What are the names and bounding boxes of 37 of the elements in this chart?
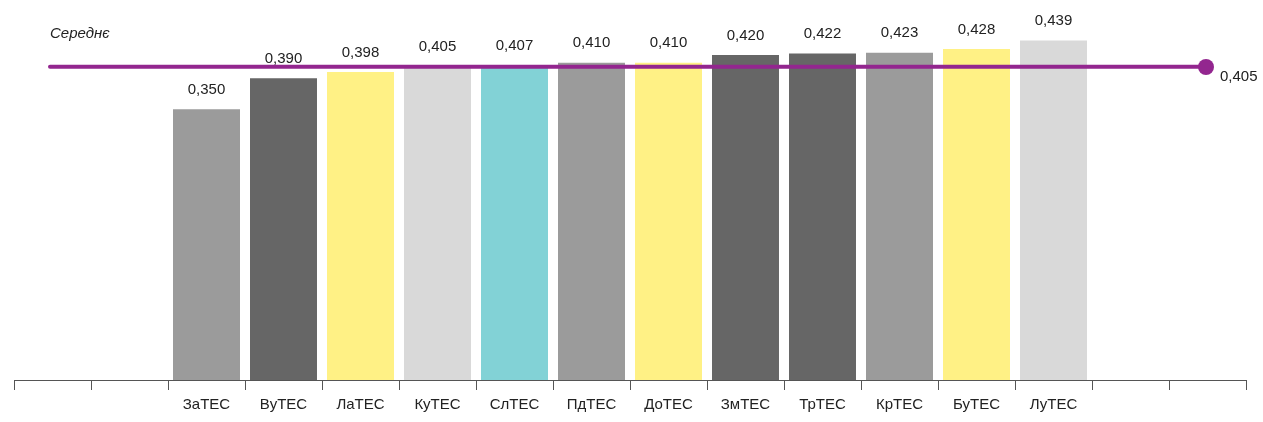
x-tick-label: ЛаТЕС bbox=[336, 395, 385, 413]
bar bbox=[866, 52, 933, 380]
bar bbox=[635, 62, 702, 380]
x-tick-label: БуТЕС bbox=[952, 395, 1001, 413]
data-label: 0,410 bbox=[649, 33, 688, 51]
data-label: 0,428 bbox=[957, 19, 996, 37]
data-label: 0,398 bbox=[341, 42, 380, 60]
bar bbox=[250, 78, 317, 380]
bar bbox=[558, 62, 625, 380]
data-label: 0,390 bbox=[264, 48, 303, 66]
x-tick-label: ЛуТЕС bbox=[1029, 395, 1078, 413]
x-tick-label: ТрТЕС bbox=[799, 395, 846, 413]
bar bbox=[327, 72, 394, 380]
data-label: 0,423 bbox=[880, 23, 919, 41]
bar bbox=[943, 48, 1010, 380]
bar bbox=[712, 55, 779, 380]
annotation: 0,405 bbox=[1220, 66, 1258, 84]
data-label: 0,422 bbox=[803, 24, 842, 42]
data-label: 0,420 bbox=[726, 25, 765, 43]
data-label: 0,350 bbox=[187, 79, 226, 97]
bar bbox=[1020, 40, 1087, 380]
data-label: 0,407 bbox=[495, 35, 534, 53]
x-tick-label: ЗаТЕС bbox=[182, 395, 231, 413]
ref-line-label: Середнє bbox=[50, 24, 111, 42]
bar bbox=[404, 66, 471, 380]
x-tick-label: ПдТЕС bbox=[566, 395, 617, 413]
x-tick-label: ЗмТЕС bbox=[720, 395, 771, 413]
x-tick-label: СлТЕС bbox=[489, 395, 540, 413]
x-tick-label: КрТЕС bbox=[875, 395, 924, 413]
bar bbox=[789, 53, 856, 380]
bar bbox=[173, 109, 240, 380]
x-tick-label: ВуТЕС bbox=[259, 395, 308, 413]
data-label: 0,405 bbox=[418, 37, 457, 55]
x-tick-label: КуТЕС bbox=[414, 395, 461, 413]
x-tick-label: ДоТЕС bbox=[644, 395, 693, 413]
data-label: 0,439 bbox=[1034, 11, 1073, 29]
data-label: 0,410 bbox=[572, 33, 611, 51]
